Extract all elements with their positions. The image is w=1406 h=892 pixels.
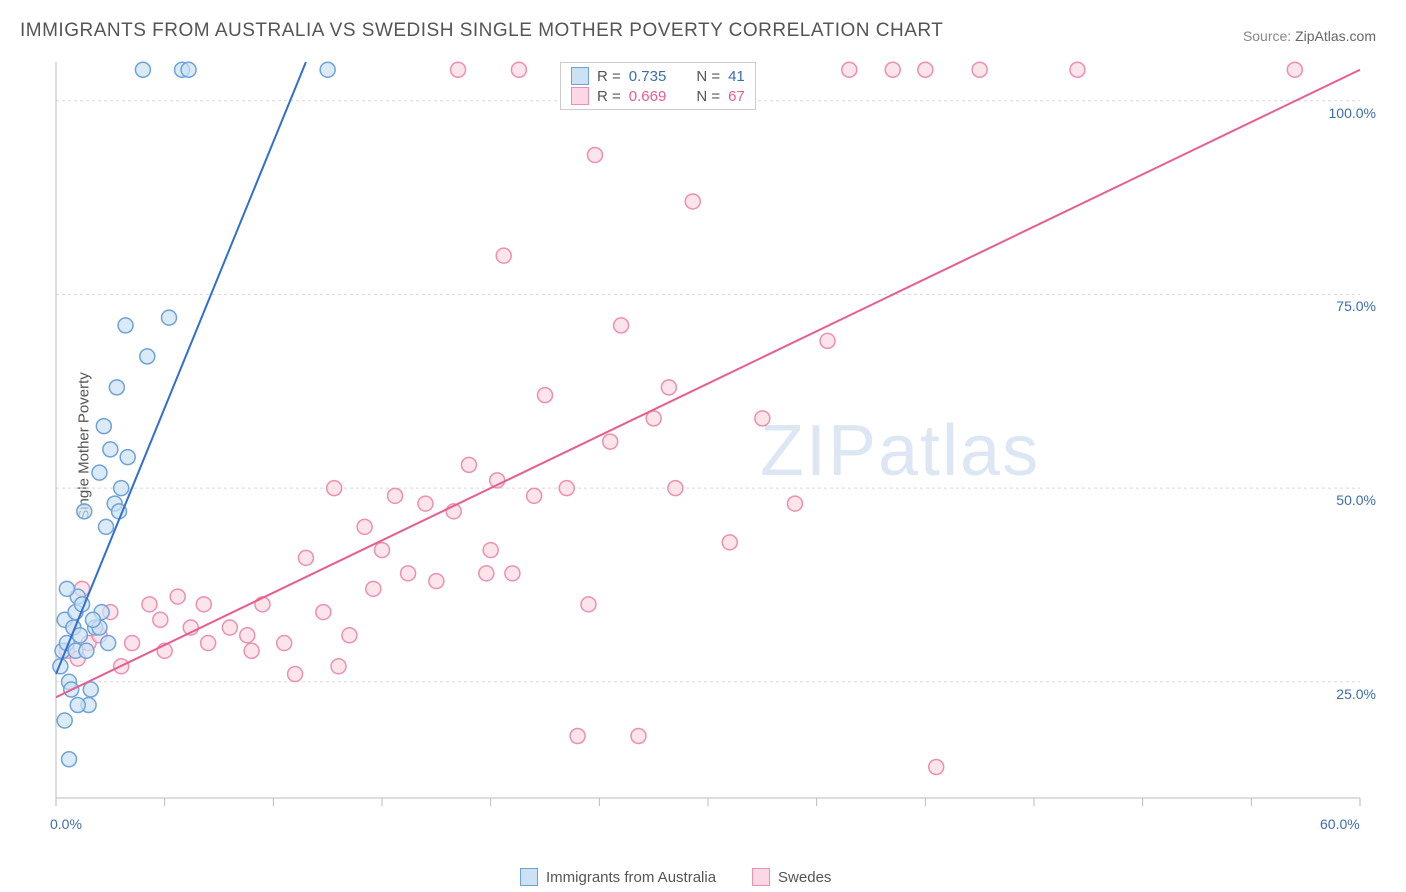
swatch-pink <box>752 868 770 886</box>
legend-row-series1: R = 0.735 N = 41 <box>571 67 745 85</box>
x-tick-label: 0.0% <box>50 816 82 832</box>
legend-label-series1: Immigrants from Australia <box>546 869 716 886</box>
swatch-pink <box>571 87 589 105</box>
source-attribution: Source: ZipAtlas.com <box>1243 28 1376 44</box>
y-tick-label: 50.0% <box>1336 492 1376 508</box>
stats-legend: R = 0.735 N = 41 R = 0.669 N = 67 <box>560 62 756 110</box>
y-tick-label: 25.0% <box>1336 686 1376 702</box>
r-value-series2: 0.669 <box>629 88 667 105</box>
source-name: ZipAtlas.com <box>1295 28 1376 44</box>
scatter-plot <box>50 58 1370 828</box>
y-tick-label: 100.0% <box>1329 105 1376 121</box>
swatch-blue <box>571 67 589 85</box>
r-label: R = <box>597 68 621 85</box>
r-value-series1: 0.735 <box>629 68 667 85</box>
legend-label-series2: Swedes <box>778 869 831 886</box>
x-tick-label: 60.0% <box>1320 816 1360 832</box>
legend-row-series2: R = 0.669 N = 67 <box>571 87 745 105</box>
bottom-legend: Immigrants from Australia Swedes <box>520 868 831 886</box>
n-label: N = <box>696 68 720 85</box>
n-label: N = <box>696 88 720 105</box>
n-value-series1: 41 <box>728 68 745 85</box>
swatch-blue <box>520 868 538 886</box>
chart-title: IMMIGRANTS FROM AUSTRALIA VS SWEDISH SIN… <box>20 20 943 42</box>
y-tick-label: 75.0% <box>1336 298 1376 314</box>
source-label: Source: <box>1243 28 1291 44</box>
r-label: R = <box>597 88 621 105</box>
n-value-series2: 67 <box>728 88 745 105</box>
